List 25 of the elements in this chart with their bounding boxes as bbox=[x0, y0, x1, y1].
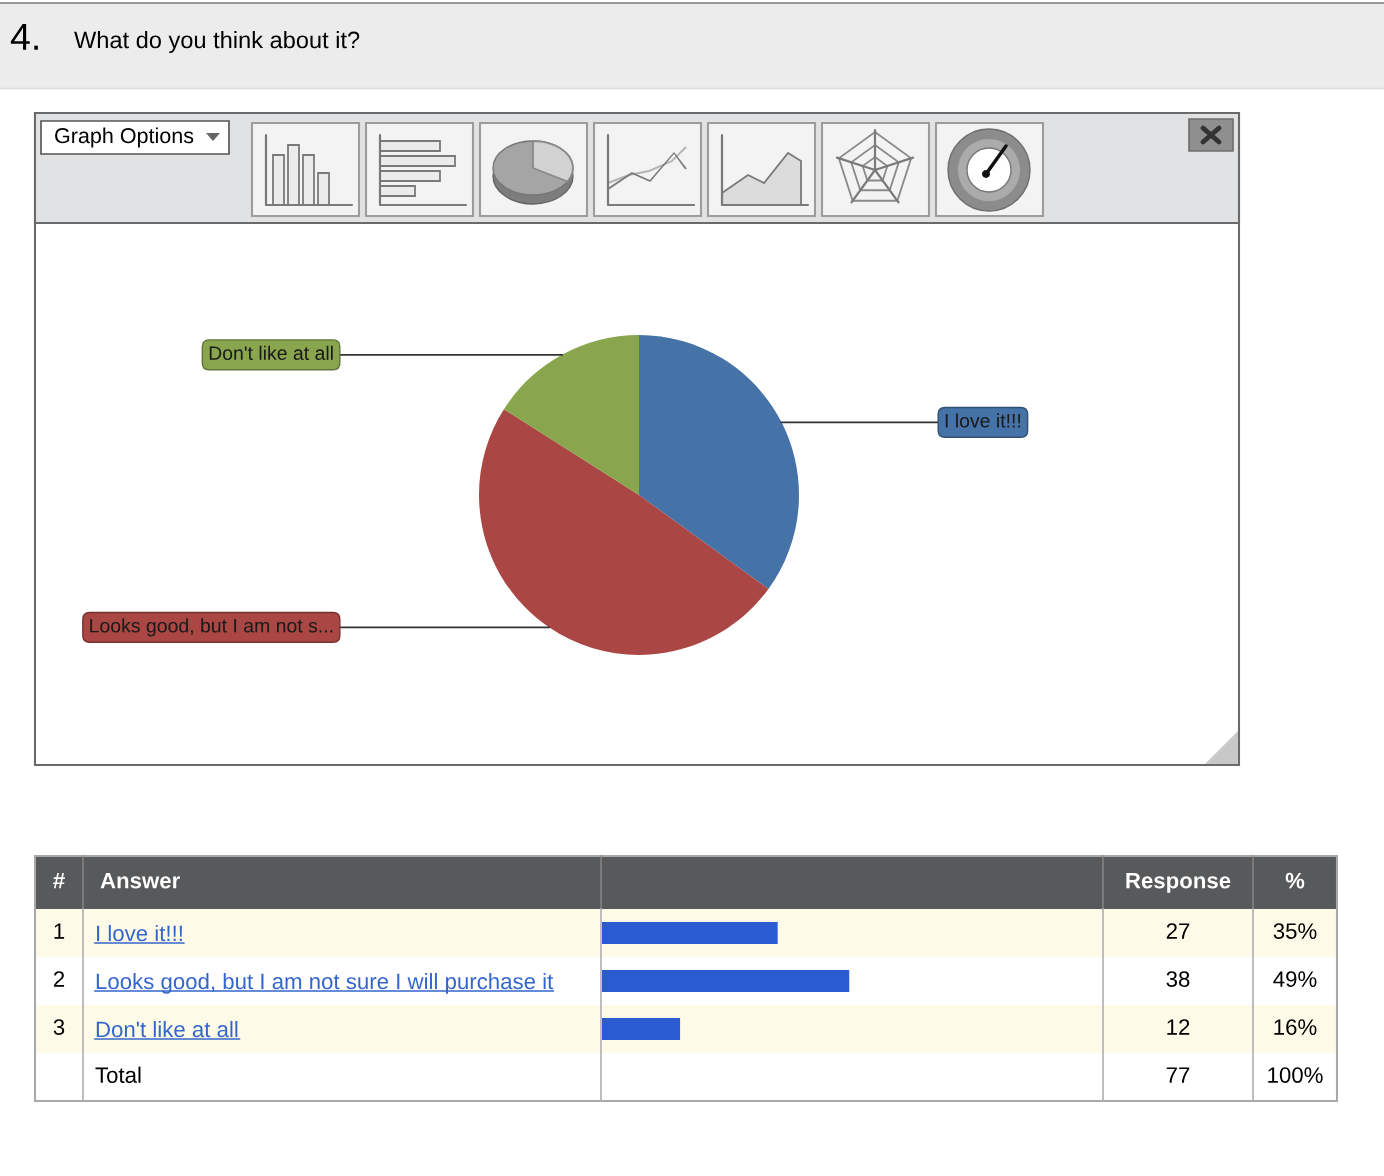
slice-label: I love it!!! bbox=[945, 413, 1021, 428]
data-label: 27 bbox=[1166, 923, 1190, 939]
text: # bbox=[53, 873, 65, 889]
y-tick-label: Don't like at all bbox=[96, 1020, 238, 1038]
chart-title: What do you think about it? bbox=[74, 31, 360, 54]
data-label: 12 bbox=[1167, 1019, 1190, 1035]
text: 35% bbox=[1273, 923, 1317, 939]
text: 1 bbox=[54, 923, 65, 939]
text: Response bbox=[1126, 872, 1231, 893]
text: 2 bbox=[53, 971, 65, 987]
text: 77 bbox=[1166, 1067, 1190, 1083]
text: 3 bbox=[53, 1019, 65, 1035]
text: % bbox=[1285, 872, 1305, 889]
text: Total bbox=[95, 1066, 141, 1083]
y-tick-label: I love it!!! bbox=[97, 924, 182, 942]
text: 4. bbox=[10, 23, 38, 50]
text: 49% bbox=[1273, 971, 1317, 987]
data-label: 38 bbox=[1166, 971, 1190, 987]
slice-label: Looks good, but I am not s... bbox=[90, 618, 333, 637]
text: Answer bbox=[100, 872, 180, 889]
slice-label: Don't like at all bbox=[209, 345, 333, 361]
text: Graph Options bbox=[55, 127, 194, 148]
y-tick-label: Looks good, but I am not sure I will purchase it bbox=[96, 972, 554, 994]
text: 100% bbox=[1268, 1067, 1323, 1083]
text: 16% bbox=[1274, 1019, 1317, 1035]
